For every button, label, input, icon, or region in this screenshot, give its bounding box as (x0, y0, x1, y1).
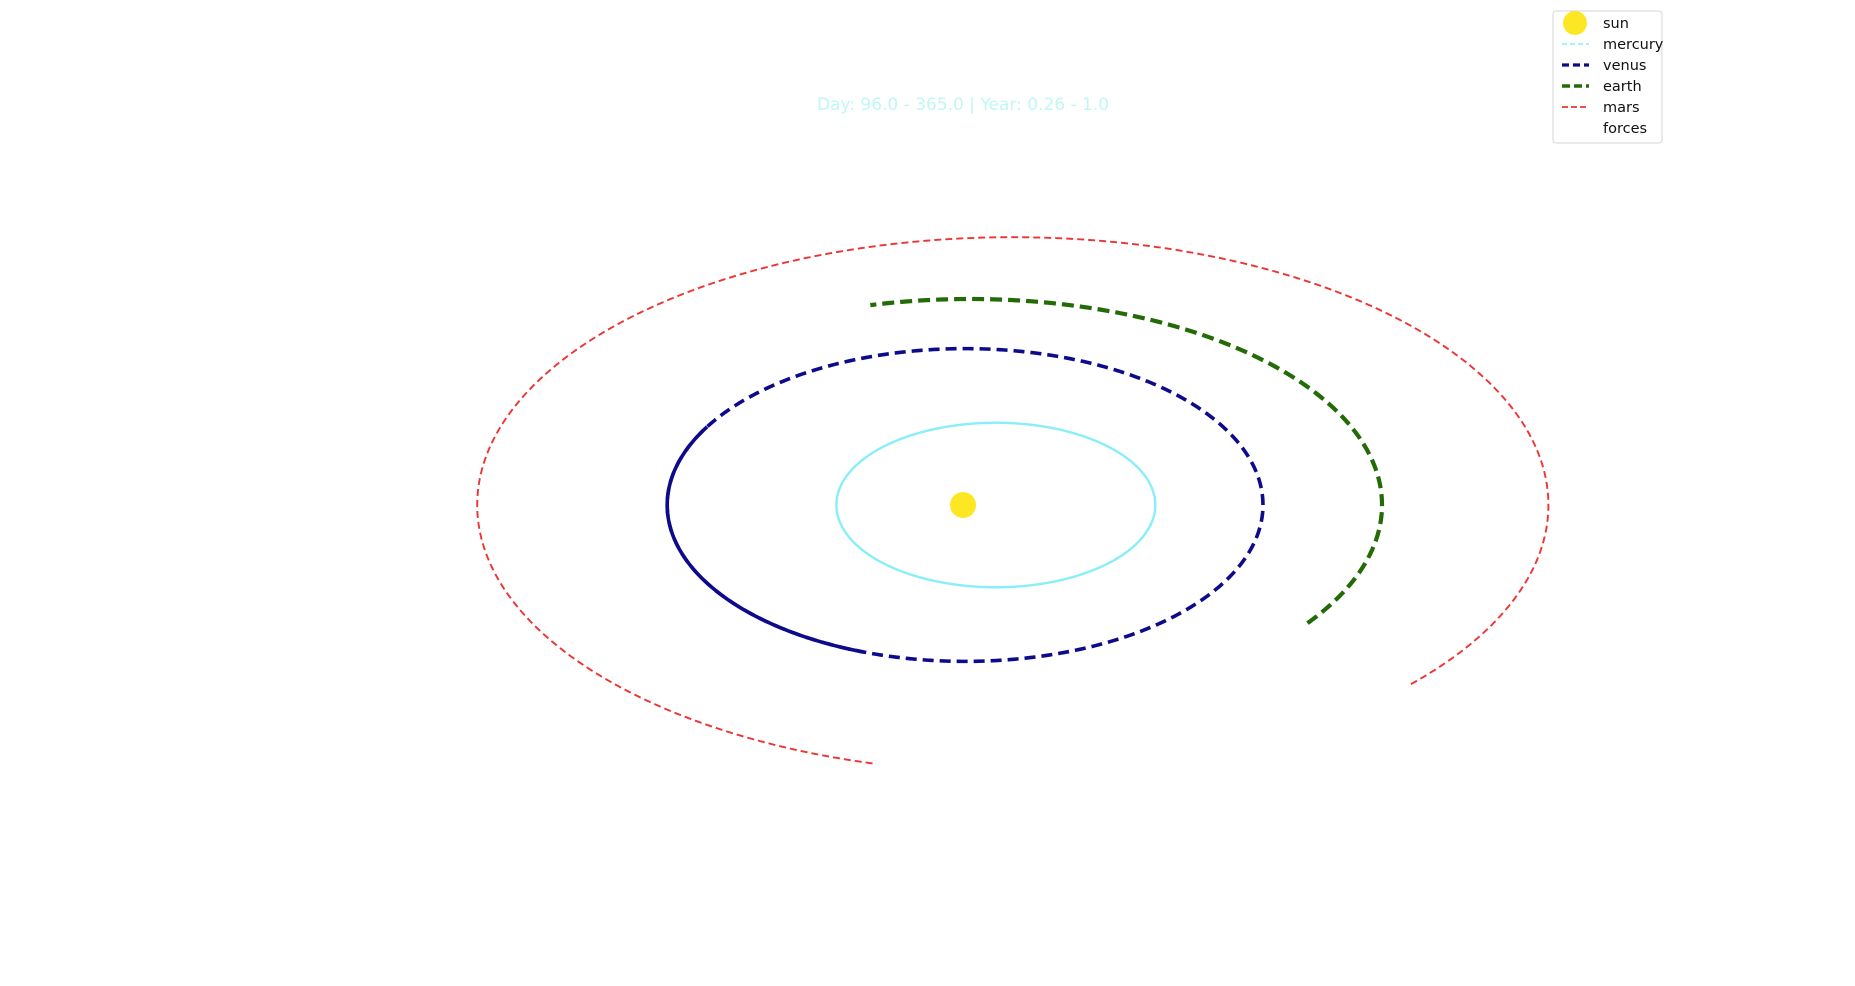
orbit-layer (476, 236, 1550, 765)
legend-label-mars: mars (1603, 100, 1640, 116)
sun-marker (950, 492, 976, 518)
orbit-venus (665, 346, 1265, 664)
legend-swatch-sun (1563, 11, 1587, 35)
legend-items: sun mercury venus earth mars forces (1562, 11, 1664, 137)
chart-title: Day: 96.0 - 365.0 | Year: 0.26 - 1.0 (817, 95, 1109, 115)
orbit-venus-trail (665, 425, 864, 654)
orbit-mars (476, 236, 1550, 765)
legend-label-forces: forces (1603, 121, 1647, 137)
legend: sun mercury venus earth mars forces (1552, 10, 1664, 144)
legend-label-sun: sun (1603, 16, 1629, 32)
legend-label-mercury: mercury (1603, 37, 1664, 53)
legend-label-earth: earth (1603, 79, 1642, 95)
orbit-earth (870, 296, 1385, 625)
orbit-mercury (835, 421, 1157, 589)
legend-label-venus: venus (1603, 58, 1646, 74)
